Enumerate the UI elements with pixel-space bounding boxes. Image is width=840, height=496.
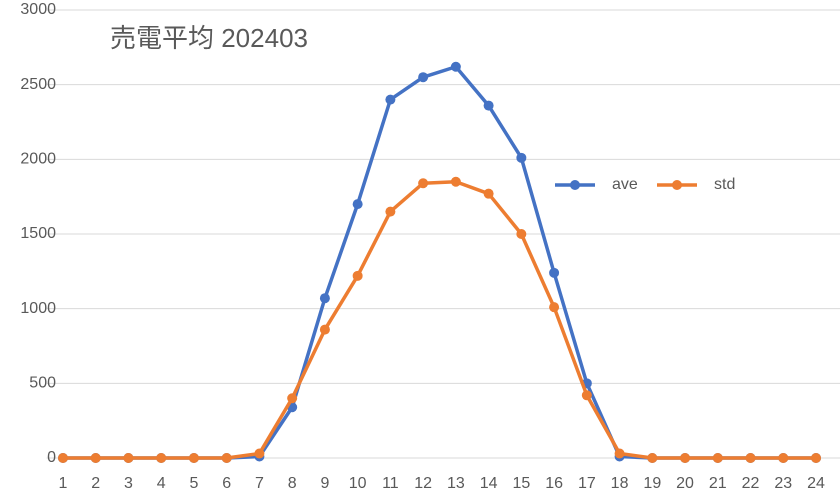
y-tick-label: 0	[47, 449, 56, 466]
data-point	[319, 293, 330, 304]
y-tick-label: 2500	[20, 76, 56, 93]
x-tick-label: 2	[91, 475, 100, 492]
data-point	[156, 453, 167, 463]
x-tick-label: 1	[59, 475, 68, 492]
x-tick-label: 24	[807, 475, 825, 492]
y-tick-label: 1500	[20, 225, 56, 242]
x-tick-label: 15	[512, 475, 530, 492]
data-point	[450, 176, 461, 187]
y-tick-label: 500	[29, 375, 56, 392]
x-tick-label: 6	[222, 475, 231, 492]
data-point	[385, 94, 396, 105]
x-tick-label: 7	[255, 475, 264, 492]
data-point	[811, 453, 822, 463]
grid	[46, 9, 840, 459]
data-point	[385, 206, 396, 217]
data-point	[483, 188, 494, 199]
y-tick-label: 3000	[20, 1, 56, 18]
legend-marker	[672, 180, 682, 190]
data-point	[352, 270, 363, 281]
series-line	[62, 64, 817, 460]
x-tick-label: 22	[742, 475, 760, 492]
x-tick-label: 16	[545, 475, 563, 492]
data-point	[516, 229, 527, 239]
data-point	[549, 302, 560, 313]
data-point	[614, 448, 625, 459]
data-point	[287, 393, 298, 404]
legend-label: ave	[612, 176, 638, 193]
x-tick-label: 18	[611, 475, 629, 492]
data-point	[712, 453, 723, 463]
data-point	[254, 448, 265, 459]
data-point	[680, 453, 691, 463]
data-point	[483, 100, 494, 111]
data-point	[549, 267, 560, 278]
data-point	[57, 453, 68, 463]
data-point	[581, 390, 592, 401]
data-point	[221, 453, 232, 463]
x-tick-label: 12	[414, 475, 432, 492]
y-tick-label: 2000	[20, 151, 56, 168]
x-tick-label: 13	[447, 475, 465, 492]
x-tick-label: 20	[676, 475, 694, 492]
x-tick-label: 11	[382, 475, 399, 492]
data-point	[352, 199, 363, 210]
x-tick-label: 5	[189, 475, 198, 492]
x-tick-label: 17	[578, 475, 596, 492]
data-point	[745, 453, 756, 463]
legend-marker	[570, 180, 580, 190]
data-point	[516, 152, 527, 163]
data-point	[647, 453, 658, 463]
data-point	[90, 453, 101, 463]
data-point	[188, 453, 199, 463]
x-tick-label: 21	[709, 475, 727, 492]
data-point	[450, 61, 461, 72]
data-point	[319, 324, 330, 335]
x-tick-label: 23	[774, 475, 792, 492]
data-point	[418, 178, 429, 189]
x-tick-label: 9	[320, 475, 329, 492]
series-line	[62, 179, 817, 460]
data-point	[123, 453, 134, 463]
chart-title: 売電平均 202403	[110, 23, 308, 53]
data-point	[418, 72, 429, 83]
x-tick-label: 14	[480, 475, 498, 492]
x-tick-label: 3	[124, 475, 133, 492]
x-tick-label: 4	[157, 475, 166, 492]
y-tick-label: 1000	[20, 300, 56, 317]
x-tick-label: 8	[288, 475, 297, 492]
data-point	[778, 453, 789, 463]
x-tick-label: 19	[643, 475, 661, 492]
legend-label: std	[714, 176, 735, 193]
x-tick-label: 10	[349, 475, 367, 492]
